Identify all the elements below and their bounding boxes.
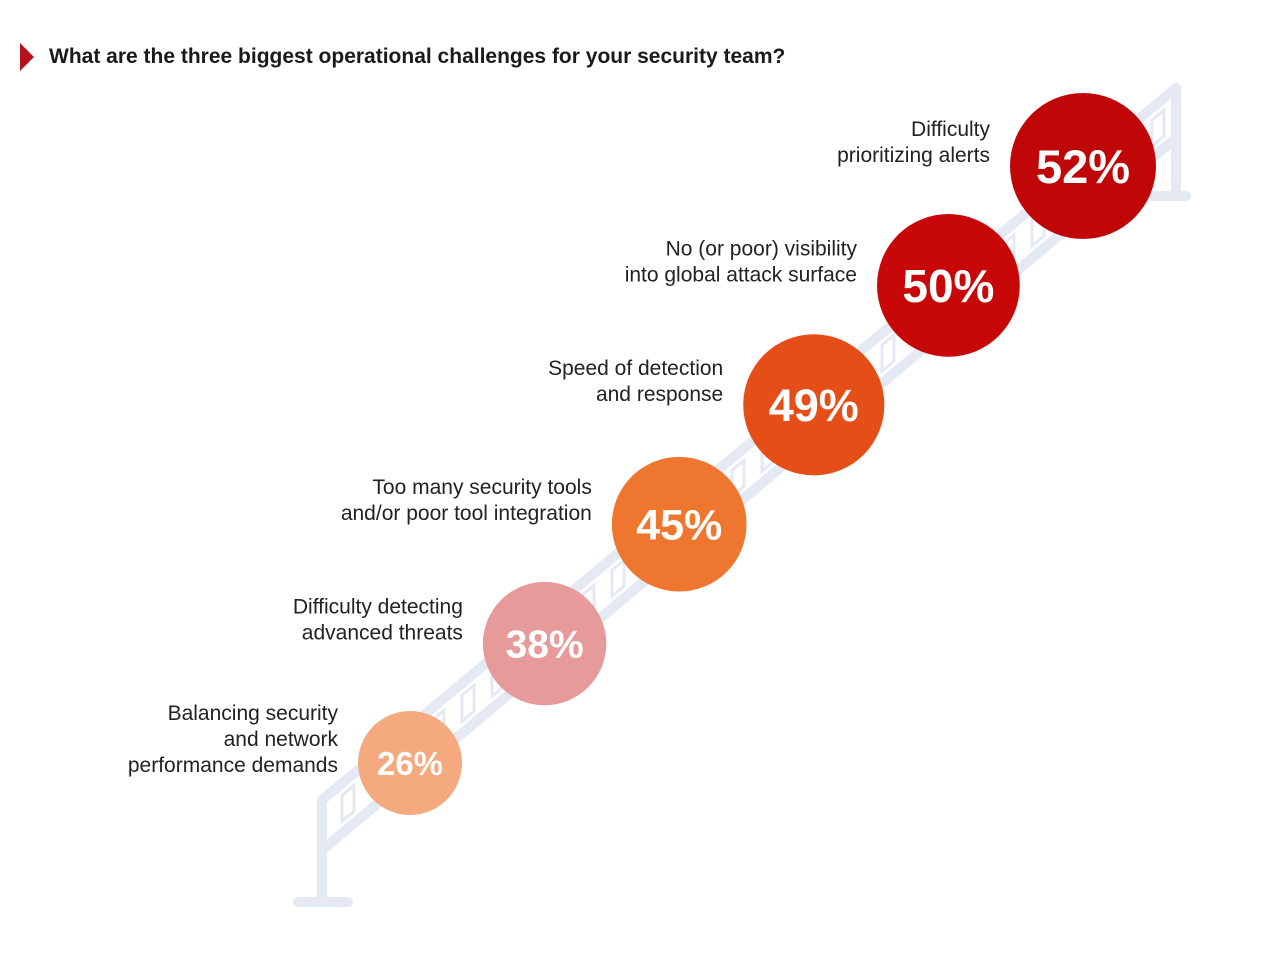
bubble-value-label: 52%	[1036, 140, 1130, 193]
bubble-circle	[1010, 93, 1156, 239]
railing-baluster	[340, 782, 356, 825]
category-label-line: prioritizing alerts	[837, 144, 990, 167]
category-label: Difficulty prioritizing alerts	[837, 118, 990, 167]
category-label-line: Too many security tools	[372, 476, 591, 499]
bubble-value-label: 50%	[902, 260, 994, 312]
bubble-item: 52% Difficulty prioritizing alerts	[837, 93, 1156, 239]
category-label-line: and network	[224, 728, 339, 751]
category-label-line: performance demands	[128, 754, 338, 777]
railing-baluster	[1150, 106, 1166, 150]
bubble-item: 49% Speed of detection and response	[548, 334, 885, 476]
category-label-line: advanced threats	[302, 622, 463, 645]
bubble-value-label: 38%	[506, 624, 584, 667]
category-label: Too many security tools and/or poor tool …	[341, 476, 592, 525]
railing-baluster	[460, 682, 476, 725]
bubble-value-label: 49%	[769, 380, 859, 431]
bubble-value-label: 26%	[377, 745, 443, 782]
category-label-line: and/or poor tool integration	[341, 502, 592, 525]
category-label: Balancing security and network performance…	[128, 702, 339, 777]
bubble-circle	[877, 214, 1020, 357]
category-label: No (or poor) visibility into global attac…	[625, 237, 858, 286]
title-marker-icon	[20, 43, 34, 71]
category-label-line: No (or poor) visibility	[666, 237, 858, 260]
chart-title: What are the three biggest operational c…	[49, 45, 786, 68]
bubble-circle	[611, 456, 747, 592]
bubble-series: 26% Balancing security and network performa…	[128, 93, 1156, 815]
category-label-line: Balancing security	[168, 702, 339, 725]
chart-header: What are the three biggest operational c…	[20, 42, 785, 72]
bubble-item: 45% Too many security tools and/or poor to…	[341, 456, 747, 592]
category-label-line: Difficulty detecting	[293, 596, 463, 619]
bubble-item: 26% Balancing security and network performa…	[128, 702, 462, 815]
bubble-circle	[482, 581, 607, 706]
category-label-line: Speed of detection	[548, 357, 723, 380]
category-label-line: and response	[596, 383, 723, 406]
railing-baluster	[610, 557, 626, 600]
category-label-line: into global attack surface	[625, 263, 857, 286]
bubble-item: 38% Difficulty detecting advanced threats	[293, 581, 607, 706]
bubble-circle	[743, 334, 885, 476]
category-label: Speed of detection and response	[548, 357, 723, 406]
bubble-value-label: 45%	[636, 502, 722, 550]
category-label-line: Difficulty	[911, 118, 990, 141]
railing-baluster	[880, 331, 896, 375]
railing-bottom-rail	[317, 133, 1181, 855]
category-label: Difficulty detecting advanced threats	[293, 596, 463, 645]
bubble-circle	[358, 711, 462, 815]
bubble-item: 50% No (or poor) visibility into global at…	[625, 214, 1020, 357]
